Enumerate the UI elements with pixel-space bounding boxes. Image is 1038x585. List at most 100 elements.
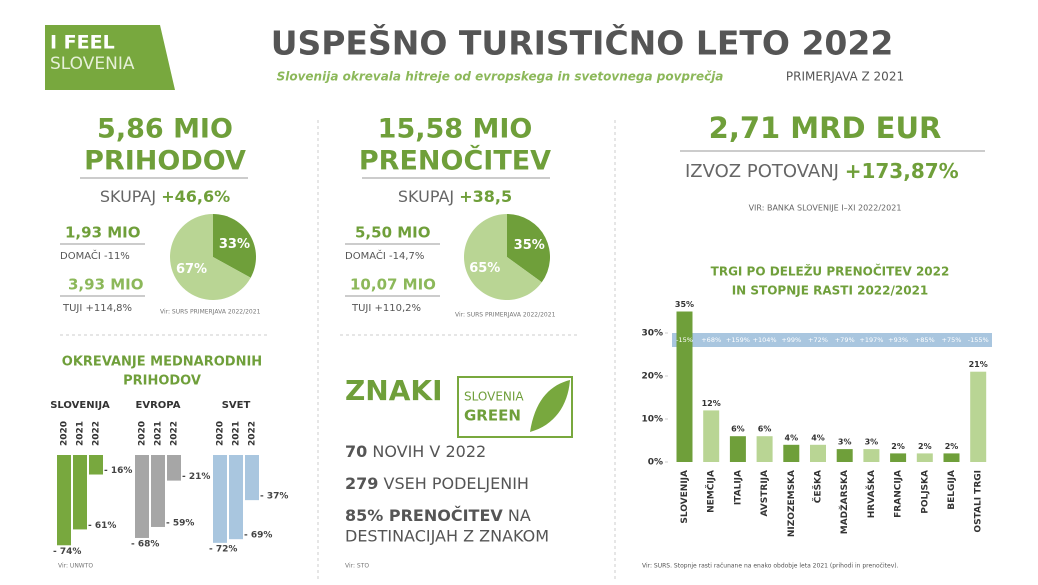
bar <box>167 455 181 481</box>
y-tick-label: 30% <box>641 329 663 339</box>
growth-label: -155% <box>968 336 989 344</box>
logo-bg <box>45 25 175 90</box>
value-label: - 16% <box>104 466 132 476</box>
year-label: 2020 <box>138 421 148 446</box>
value-label: 4% <box>811 433 825 442</box>
bar <box>836 449 853 462</box>
green-logo-text: SLOVENIA <box>464 390 524 404</box>
sub-value: 10,07 MIO <box>350 276 436 294</box>
value-label: 6% <box>758 425 772 434</box>
growth-label: +93% <box>888 336 908 344</box>
sign-text: NOVIH V 2022 <box>372 442 486 461</box>
sign-item: 85% PRENOČITEV NA <box>345 506 531 525</box>
chart-title: IN STOPNJE RASTI 2022/2021 <box>732 284 929 298</box>
pie-label: 65% <box>469 261 500 276</box>
logo-text: SLOVENIA <box>50 54 135 74</box>
x-tick-label: OSTALI TRGI <box>974 470 984 533</box>
sign-value: 279 <box>345 474 378 493</box>
x-tick-label: MADŽARSKA <box>838 470 850 534</box>
x-tick-label: HRVAŠKA <box>865 470 877 518</box>
year-label: 2021 <box>76 421 86 446</box>
year-label: 2020 <box>60 421 70 446</box>
y-tick-label: 20% <box>641 372 663 382</box>
leaf <box>530 380 570 432</box>
bar <box>729 436 746 462</box>
pie-slice <box>463 214 542 301</box>
value-label: 2% <box>918 442 932 451</box>
x-tick-label: SLOVENIJA <box>680 470 690 524</box>
source: Vir: STO <box>345 563 369 570</box>
pie-label: 35% <box>514 238 545 253</box>
value-label: 4% <box>785 433 799 442</box>
growth-label: +75% <box>942 336 962 344</box>
value-label: 6% <box>731 425 745 434</box>
total-value: +38,5 <box>459 187 512 206</box>
bar <box>970 371 987 462</box>
growth-label: -15% <box>676 336 693 344</box>
headline: 15,58 MIO <box>378 114 533 145</box>
group-label: SVET <box>222 400 251 411</box>
growth-label: +104% <box>753 336 777 344</box>
growth-label: +197% <box>859 336 883 344</box>
total-value: +46,6% <box>161 187 230 206</box>
bar <box>783 444 800 462</box>
pie-slice <box>507 214 550 283</box>
year-label: 2022 <box>92 421 102 446</box>
year-label: 2020 <box>216 421 226 446</box>
bar <box>890 453 907 462</box>
value-label: 12% <box>702 399 721 408</box>
value-label: - 69% <box>244 531 272 541</box>
title: USPEŠNO TURISTIČNO LETO 2022 <box>271 23 894 63</box>
group-label: SLOVENIJA <box>50 400 110 411</box>
year-label: 2021 <box>154 421 164 446</box>
x-tick-label: AVSTRIJA <box>760 470 770 517</box>
source: Vir: UNWTO <box>58 563 93 570</box>
x-tick-label: NEMČIJA <box>705 470 717 513</box>
bar <box>943 453 960 462</box>
sub-value: 1,93 MIO <box>65 224 141 242</box>
headline: 5,86 MIO <box>97 114 233 145</box>
value-label: 3% <box>838 438 852 447</box>
sign-item: 70 NOVIH V 2022 <box>345 442 486 461</box>
x-tick-label: BELGIJA <box>947 470 957 510</box>
bar <box>676 311 693 462</box>
growth-label: +72% <box>808 336 828 344</box>
sign-text: DESTINACIJAH Z ZNAKOM <box>345 527 549 546</box>
chart-title: TRGI PO DELEŽU PRENOČITEV 2022 <box>711 264 950 279</box>
logo-text: I FEEL <box>50 32 115 54</box>
value-label: 2% <box>945 442 959 451</box>
bar <box>135 455 149 538</box>
bar <box>73 455 87 530</box>
x-tick-label: ITALIJA <box>733 470 743 505</box>
source: Vir: SURS PRIMERJAVA 2022/2021 <box>160 309 261 316</box>
growth-label: +99% <box>781 336 801 344</box>
sign-item: 279 VSEH PODELJENIH <box>345 474 529 493</box>
x-tick-label: ČEŠKA <box>812 470 824 503</box>
bar <box>863 449 880 462</box>
value-label: - 61% <box>88 521 116 531</box>
value-label: - 72% <box>209 544 237 554</box>
sign-text: NA <box>508 506 531 525</box>
sub-label: DOMAČI -14,7% <box>345 249 424 262</box>
y-tick-label: 0% <box>648 458 663 468</box>
export-label: IZVOZ POTOVANJ <box>685 161 839 182</box>
value-label: 3% <box>865 438 879 447</box>
growth-label: +68% <box>701 336 721 344</box>
bar <box>756 436 773 462</box>
export-line: IZVOZ POTOVANJ +173,87% <box>685 159 959 183</box>
value-label: - 37% <box>260 492 288 502</box>
sub-label: TUJI +114,8% <box>62 303 132 314</box>
year-label: 2022 <box>248 421 258 446</box>
sub-value: 5,50 MIO <box>355 224 431 242</box>
bar <box>89 455 103 475</box>
growth-band <box>672 333 992 347</box>
value-label: 2% <box>891 442 905 451</box>
pie-slice <box>169 214 251 300</box>
bar <box>703 410 720 462</box>
export-value: +173,87% <box>845 159 959 183</box>
year-label: 2021 <box>232 421 242 446</box>
subtitle: Slovenija okrevala hitreje od evropskega… <box>277 70 724 84</box>
value-label: - 21% <box>182 472 210 482</box>
value-label: - 68% <box>131 539 159 549</box>
